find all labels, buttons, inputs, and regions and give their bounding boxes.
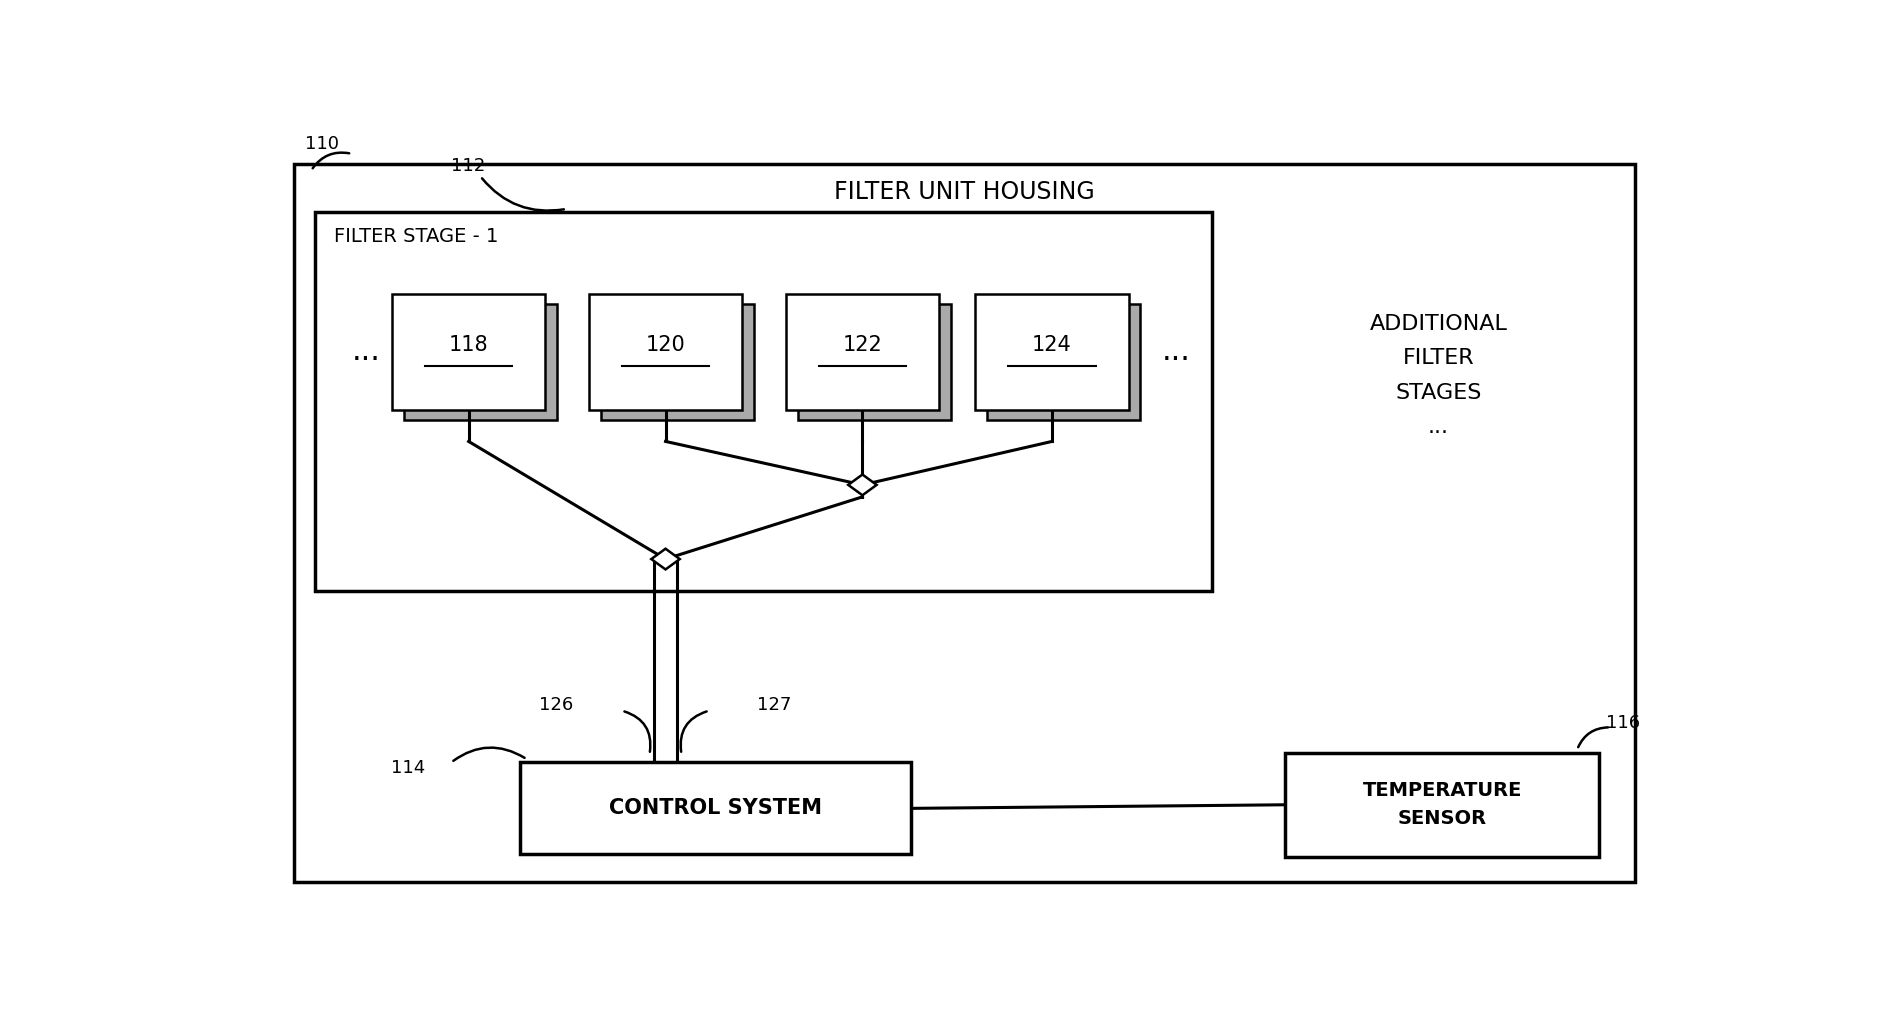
Bar — [798, 305, 950, 420]
Text: 112: 112 — [452, 156, 486, 175]
Text: 110: 110 — [305, 136, 339, 153]
Text: ...: ... — [352, 337, 380, 366]
Bar — [316, 212, 1212, 591]
Text: 126: 126 — [540, 696, 574, 714]
Bar — [519, 762, 911, 855]
Text: 114: 114 — [391, 759, 425, 777]
Text: 127: 127 — [757, 696, 792, 714]
Bar — [391, 294, 546, 409]
Text: FILTER UNIT HOUSING: FILTER UNIT HOUSING — [834, 180, 1095, 204]
Bar — [1285, 753, 1600, 857]
Text: ADDITIONAL
FILTER
STAGES
...: ADDITIONAL FILTER STAGES ... — [1370, 314, 1507, 437]
Text: FILTER STAGE - 1: FILTER STAGE - 1 — [335, 227, 499, 246]
Text: CONTROL SYSTEM: CONTROL SYSTEM — [608, 799, 822, 818]
Bar — [975, 294, 1129, 409]
Polygon shape — [651, 549, 679, 570]
Bar — [988, 305, 1140, 420]
Text: 116: 116 — [1605, 714, 1641, 731]
Bar — [787, 294, 939, 409]
Polygon shape — [849, 474, 877, 495]
Bar — [405, 305, 557, 420]
Bar — [600, 305, 755, 420]
Text: 124: 124 — [1031, 336, 1073, 355]
Text: ...: ... — [1161, 337, 1191, 366]
Text: 122: 122 — [843, 336, 883, 355]
Text: 118: 118 — [448, 336, 489, 355]
Text: TEMPERATURE
SENSOR: TEMPERATURE SENSOR — [1363, 781, 1523, 828]
Bar — [589, 294, 742, 409]
Text: 120: 120 — [646, 336, 685, 355]
